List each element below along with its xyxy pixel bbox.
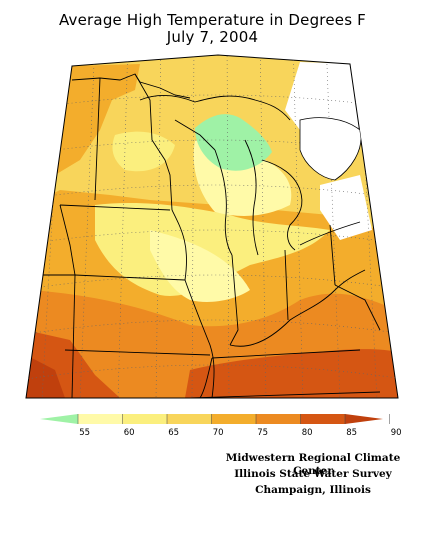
map-frame [25,54,399,399]
legend-swatch [300,414,346,424]
map-date: July 7, 2004 [166,28,259,46]
legend-arrow-low [40,414,78,424]
temperature-map [25,54,399,399]
legend-swatch [122,414,168,424]
temperature-fields [26,55,398,398]
legend-swatch [256,414,301,424]
map-title: Average High Temperature in Degrees F [58,11,367,29]
legend-label: 65 [168,428,179,438]
legend-label: 80 [302,428,313,438]
credit-location: Champaign, Illinois [255,484,371,496]
color-legend: 55 60 65 70 75 80 85 90 [40,414,402,438]
legend-arrow-high [345,414,383,424]
legend-label: 60 [124,428,135,438]
credit-survey: Illinois State Water Survey [234,468,392,480]
graticule [26,55,398,398]
state-boundaries [40,73,381,398]
legend-label: 70 [213,428,224,438]
legend-label: 90 [391,428,402,438]
legend-swatch [167,414,212,424]
legend-swatch [78,414,123,424]
credit-center: Midwestern Regional Climate Center [225,452,401,477]
legend-swatch [211,414,257,424]
great-lakes [299,117,362,181]
legend-label: 85 [346,428,357,438]
legend-label: 75 [257,428,268,438]
legend-label: 55 [79,428,90,438]
